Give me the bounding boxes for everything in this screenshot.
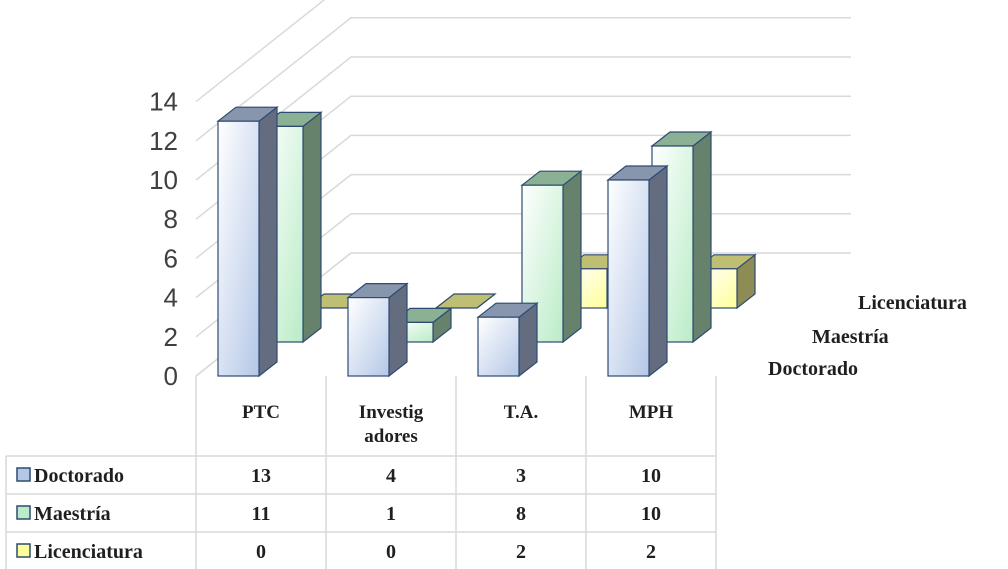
gridline: [195, 0, 326, 103]
table-cell-doctorado-mph: 10: [641, 465, 661, 487]
y-tick-label: 4: [164, 283, 178, 313]
y-tick-label: 2: [164, 322, 178, 352]
category-label-mph: MPH: [629, 402, 674, 423]
gridline: [195, 17, 851, 142]
category-label-ptc: PTC: [242, 402, 280, 423]
category-label-t-a: T.A.: [504, 402, 538, 423]
y-axis: 0 2 4 6 8 10 12 14: [149, 87, 178, 391]
category-label-investig-adores: Investig: [359, 402, 424, 423]
y-tick-label: 8: [164, 204, 178, 234]
legend-key-doctorado: [16, 467, 31, 482]
y-tick-label: 14: [149, 87, 178, 117]
depth-label-licenciatura: Licenciatura: [858, 292, 967, 314]
table-cell-doctorado-ptc: 13: [251, 465, 271, 487]
table-cell-maestria-ptc: 11: [252, 503, 271, 525]
table-cell-maestria-t-a: 8: [516, 503, 526, 525]
table-cell-licenciatura-t-a: 2: [516, 541, 526, 563]
table-cell-maestria-mph: 10: [641, 503, 661, 525]
legend-key-licenciatura: [16, 543, 31, 558]
depth-label-doctorado: Doctorado: [768, 358, 858, 380]
table-cell-licenciatura-investig-adores: 0: [386, 541, 396, 563]
y-tick-label: 10: [149, 165, 178, 195]
plot-bars: [216, 105, 757, 378]
y-tick-label: 6: [164, 243, 178, 273]
legend-key-maestria: [16, 505, 31, 520]
category-label-investig-adores: adores: [364, 426, 417, 447]
table-row-label-doctorado: Doctorado: [34, 465, 124, 487]
table-cell-doctorado-investig-adores: 4: [386, 465, 396, 487]
bar-licenciatura-investig-adores: [434, 293, 497, 309]
depth-label-maestria: Maestría: [812, 326, 889, 348]
bar-maestria-t-a: [520, 169, 583, 344]
y-tick-label: 0: [164, 361, 178, 391]
bar-doctorado-mph: [606, 164, 669, 378]
table-cell-licenciatura-ptc: 0: [256, 541, 266, 563]
table-cell-licenciatura-mph: 2: [646, 541, 656, 563]
series-depth-labels: Doctorado Maestría Licenciatura: [768, 292, 967, 380]
bar-doctorado-investig-adores: [346, 282, 409, 378]
y-tick-label: 12: [149, 126, 178, 156]
bar-doctorado-t-a: [476, 301, 539, 378]
bar-doctorado-ptc: [216, 105, 279, 378]
table-row-label-licenciatura: Licenciatura: [34, 541, 143, 563]
table-cell-maestria-investig-adores: 1: [386, 503, 396, 525]
table-cell-doctorado-t-a: 3: [516, 465, 526, 487]
table-row-label-maestria: Maestría: [34, 503, 111, 525]
